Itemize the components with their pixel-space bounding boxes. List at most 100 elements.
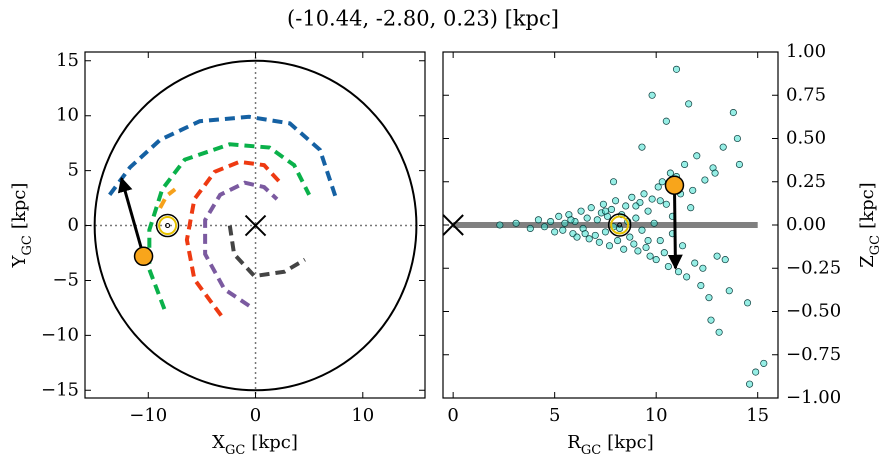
star-point	[567, 216, 575, 224]
sun-dot	[617, 222, 623, 228]
star-point	[605, 242, 614, 250]
star-point	[559, 226, 567, 234]
star-point	[693, 152, 701, 160]
star-point	[644, 207, 652, 215]
label-unit: [kpc]	[607, 432, 654, 453]
star-point	[662, 200, 670, 208]
star-point	[713, 252, 721, 260]
star-point	[640, 190, 648, 198]
star-point	[719, 143, 727, 151]
x-tick-label: 0	[447, 405, 458, 426]
label-unit: [kpc]	[9, 183, 30, 230]
star-point	[666, 169, 674, 177]
y-tick-label: −1.00	[786, 387, 841, 408]
star-point	[551, 228, 559, 236]
star-point	[664, 262, 672, 271]
label-main: Z	[857, 255, 878, 268]
galactic-center	[443, 214, 464, 236]
star-point	[683, 273, 691, 281]
star-point	[628, 193, 636, 201]
star-point	[674, 268, 683, 276]
star-point	[646, 252, 654, 260]
star-point	[601, 228, 609, 236]
star-point	[534, 216, 542, 224]
spiral-arm	[203, 180, 279, 308]
star-point	[689, 186, 697, 194]
star-point	[593, 216, 601, 224]
star-point	[614, 237, 622, 245]
star-point	[632, 202, 640, 210]
boundary-circle	[93, 59, 418, 392]
y-axis-label: YGC [kpc]	[9, 183, 35, 269]
star-point	[650, 219, 658, 227]
y-tick-label: 0.25	[786, 171, 826, 192]
star-point	[725, 287, 733, 295]
star-point	[644, 237, 652, 245]
star-point	[573, 233, 581, 241]
star-point	[626, 233, 634, 241]
y-tick-label: −5	[52, 269, 79, 290]
x-axis-label: RGC [kpc]	[567, 432, 653, 458]
x-tick-label: 0	[250, 405, 261, 426]
spiral-arm	[184, 159, 284, 317]
target-star	[133, 246, 154, 267]
label-main: Y	[9, 254, 30, 268]
y-tick-label: 10	[56, 105, 79, 126]
sun-marker	[155, 213, 180, 238]
star-point	[679, 242, 687, 250]
star-point	[681, 160, 689, 169]
star-point	[715, 328, 723, 336]
star-point	[654, 183, 662, 191]
star-point	[583, 214, 591, 222]
marks	[443, 65, 768, 388]
label-sub: GC	[868, 235, 883, 255]
star-point	[581, 230, 589, 238]
star-point	[555, 212, 563, 220]
y-axis-label: ZGC [kpc]	[857, 182, 883, 267]
star-point	[587, 204, 595, 212]
label-main: X	[212, 432, 225, 453]
x-tick-label: 10	[351, 405, 374, 426]
star-point	[735, 160, 743, 169]
y-tick-label: −0.25	[786, 257, 841, 278]
star-point	[746, 380, 754, 388]
star-point	[591, 231, 599, 239]
y-tick-label: 0.00	[786, 214, 826, 235]
axes-frame	[84, 51, 426, 399]
star-point	[729, 109, 737, 117]
label-sub: GC	[225, 443, 245, 458]
star-point	[599, 200, 607, 208]
y-tick-label: 0.75	[786, 84, 826, 105]
star-point	[638, 143, 646, 151]
y-tick-label: −0.50	[786, 301, 841, 322]
star-point	[561, 219, 569, 227]
y-tick-label: −0.75	[786, 344, 841, 365]
star-point	[685, 100, 693, 108]
star-point	[632, 214, 640, 222]
star-point	[616, 224, 624, 233]
star-point	[648, 195, 656, 203]
star-point	[642, 243, 650, 252]
star-point	[656, 237, 664, 245]
star-point	[672, 65, 681, 73]
star-point	[526, 224, 534, 233]
x-tick-label: 10	[645, 405, 668, 426]
star-point	[612, 197, 620, 205]
star-point	[711, 169, 719, 177]
x-tick-label: −10	[129, 405, 167, 426]
star-point	[705, 294, 713, 302]
star-point	[634, 247, 642, 255]
target-star	[664, 175, 685, 195]
label-sub: GC	[20, 235, 35, 255]
y-tick-label: 0.50	[786, 128, 826, 149]
galactic-center	[244, 214, 267, 237]
y-tick-label: −15	[41, 379, 79, 400]
star-point	[577, 207, 585, 215]
star-point	[609, 178, 618, 186]
sun-marker	[607, 213, 632, 237]
star-point	[699, 264, 707, 272]
star-point	[743, 299, 752, 307]
sun-ring	[610, 215, 630, 235]
sun-ring	[607, 213, 632, 237]
